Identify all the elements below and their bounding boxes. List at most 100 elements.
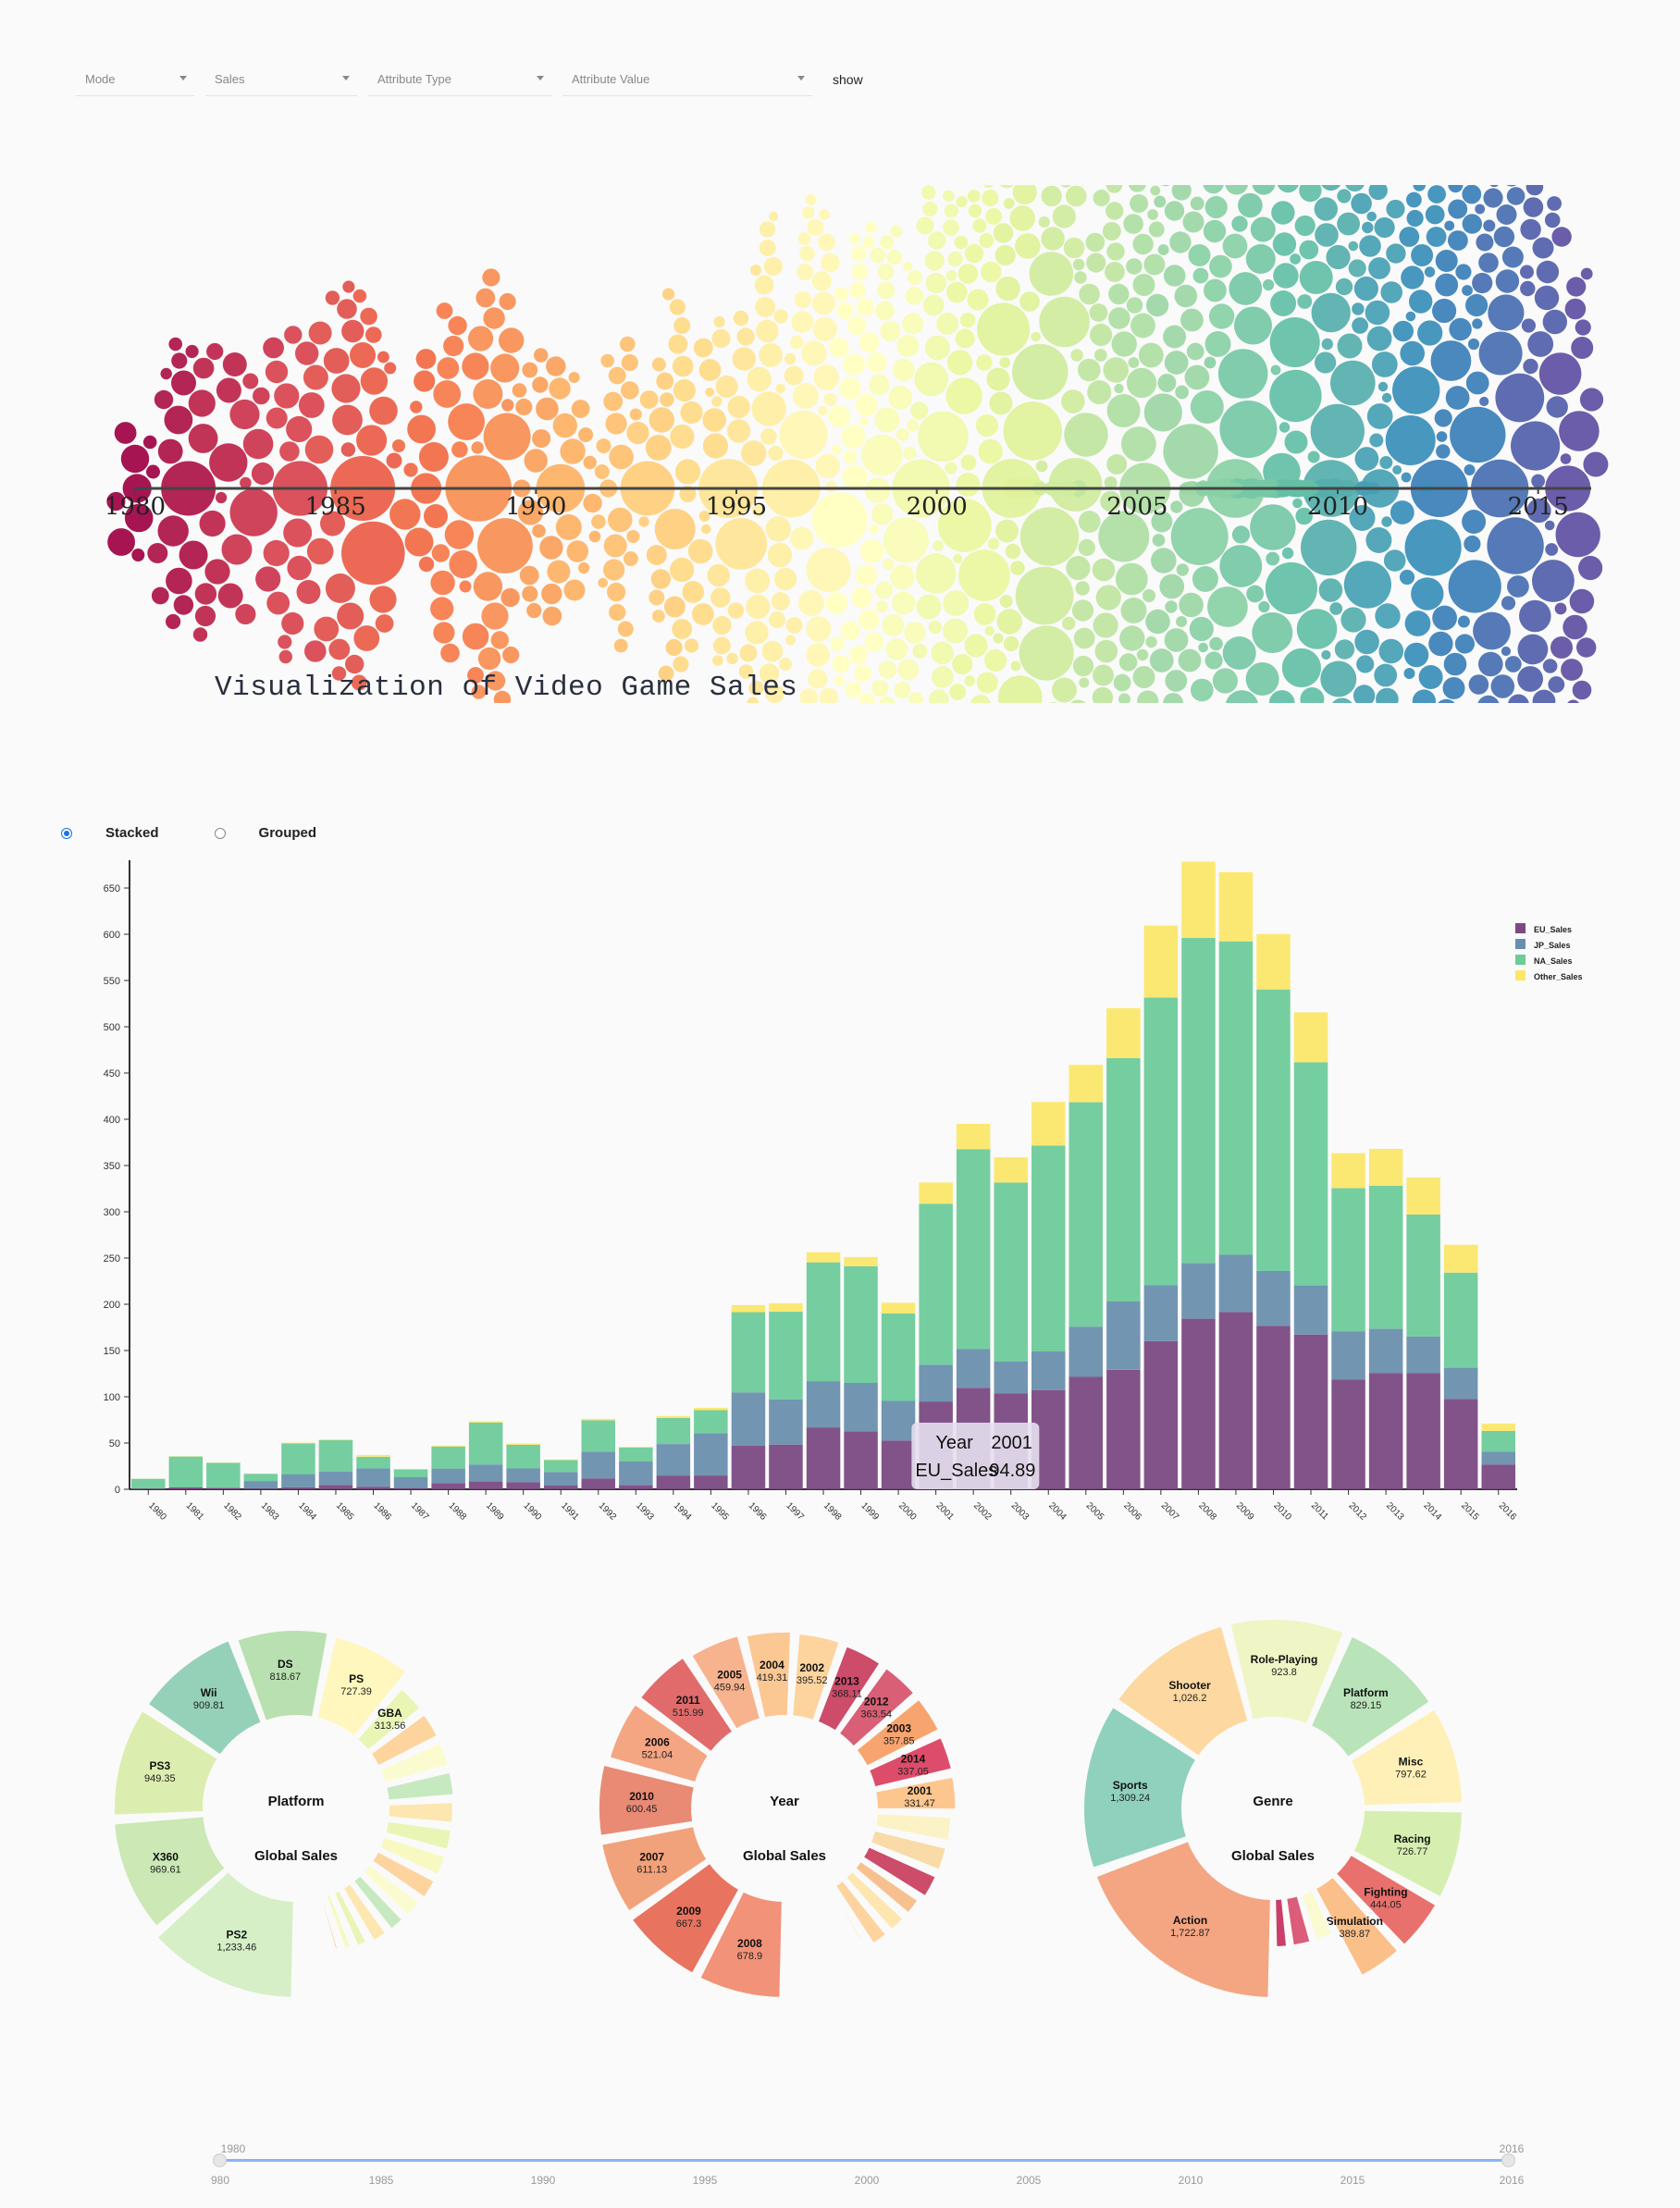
tooltip-val-2: 94.89	[989, 1461, 1035, 1481]
x-tick-label: 1999	[859, 1500, 881, 1523]
mode-select[interactable]: Mode	[76, 63, 194, 96]
game-dot	[832, 655, 850, 673]
game-dot	[732, 347, 756, 371]
game-dot	[621, 353, 638, 372]
grouped-label: Grouped	[258, 825, 317, 841]
game-dot	[869, 524, 879, 535]
game-dot	[1012, 343, 1069, 401]
bar-segment-other-sales	[318, 1439, 353, 1440]
attribute-type-select[interactable]: Attribute Type	[368, 63, 551, 96]
game-dot	[1473, 611, 1511, 650]
donut-slice	[369, 1713, 439, 1768]
game-dot	[1326, 244, 1351, 270]
bar-segment-jp-sales	[1256, 1270, 1291, 1326]
game-dot	[1130, 194, 1149, 213]
game-dot	[843, 450, 858, 464]
grouped-radio[interactable]	[214, 827, 226, 839]
donut-slice	[1309, 1634, 1431, 1759]
x-tick-label: 2004	[1046, 1500, 1069, 1523]
slider-tick-label: 2015	[1340, 2174, 1365, 2187]
game-dot	[1566, 277, 1587, 297]
game-dot	[278, 635, 292, 649]
game-dot	[490, 353, 520, 383]
game-dot	[1561, 659, 1583, 681]
game-dot	[797, 590, 824, 616]
game-dot	[1462, 185, 1482, 204]
game-dot	[114, 422, 137, 444]
show-button[interactable]: show	[833, 72, 863, 87]
game-dot	[746, 594, 771, 620]
game-dot	[1019, 507, 1080, 566]
y-tick-label: 150	[104, 1346, 120, 1357]
game-dot	[672, 619, 693, 639]
stacked-radio[interactable]	[61, 827, 72, 839]
game-dot	[1015, 233, 1041, 259]
year-range-slider[interactable]: 1980 2016 980 1985 1990 1995 2000 2005 2010 201…	[211, 2137, 1524, 2192]
donut-slice	[630, 1861, 741, 1975]
game-dot	[534, 348, 549, 363]
game-dot	[907, 419, 920, 432]
game-dot	[296, 580, 321, 604]
game-dot	[759, 343, 784, 367]
game-dot	[805, 194, 817, 205]
game-dot	[157, 515, 189, 547]
game-dot	[1374, 216, 1395, 239]
slider-track[interactable]	[218, 2159, 1510, 2162]
game-dot	[713, 315, 725, 328]
game-dot	[871, 680, 889, 697]
game-dot	[959, 312, 976, 328]
game-dot	[1269, 369, 1322, 423]
game-dot	[229, 399, 260, 430]
donut-slice	[816, 1645, 882, 1733]
bar-segment-na-sales	[1481, 1430, 1515, 1452]
bar-segment-jp-sales	[1481, 1451, 1515, 1465]
game-dot	[471, 441, 484, 454]
game-dot	[1403, 642, 1429, 668]
donut-center-subtitle: Global Sales	[743, 1848, 826, 1864]
x-tick-label: 2015	[1459, 1500, 1481, 1523]
game-dot	[999, 185, 1014, 189]
controls-bar: Mode Sales Attribute Type Attribute Valu…	[76, 63, 863, 96]
game-dot	[407, 414, 436, 444]
game-dot	[1106, 242, 1125, 261]
bar-segment-jp-sales	[281, 1474, 315, 1487]
attribute-value-select[interactable]: Attribute Value	[562, 63, 812, 96]
bar-segment-other-sales	[919, 1182, 953, 1204]
game-dot	[854, 664, 872, 683]
bar-segment-na-sales	[1443, 1272, 1478, 1368]
x-tick-label: 1988	[446, 1500, 468, 1523]
game-dot	[903, 261, 913, 272]
game-dot	[1366, 211, 1377, 222]
game-dot	[1457, 615, 1470, 628]
donut-slice	[1334, 1853, 1438, 1947]
sales-select[interactable]: Sales	[205, 63, 357, 96]
game-dot	[1449, 317, 1472, 341]
game-dot	[806, 616, 832, 642]
legend-label: EU_Sales	[1534, 925, 1572, 934]
game-dot	[1559, 411, 1600, 451]
game-dot	[1392, 366, 1440, 414]
game-dot	[925, 272, 946, 294]
game-dot	[608, 366, 626, 385]
game-dot	[620, 336, 636, 352]
game-dot	[673, 317, 691, 334]
bar-segment-na-sales	[318, 1440, 353, 1472]
game-dot	[1534, 285, 1560, 311]
game-dot	[1281, 648, 1321, 688]
game-dot	[1003, 198, 1015, 209]
game-dot	[1353, 276, 1378, 302]
game-dot	[278, 649, 292, 664]
game-dot	[771, 592, 790, 611]
bar-segment-eu-sales	[468, 1481, 503, 1489]
bar-segment-eu-sales	[544, 1486, 578, 1489]
game-dot	[870, 247, 886, 264]
game-dot	[185, 344, 199, 359]
game-dot	[1385, 415, 1436, 465]
game-dot	[1478, 651, 1503, 677]
game-dot	[1126, 258, 1143, 275]
slider-max-handle[interactable]	[1501, 2153, 1515, 2167]
game-dot	[1204, 195, 1228, 219]
bar-segment-na-sales	[1406, 1214, 1440, 1337]
game-dot	[823, 393, 837, 406]
slider-min-handle[interactable]	[213, 2153, 227, 2167]
